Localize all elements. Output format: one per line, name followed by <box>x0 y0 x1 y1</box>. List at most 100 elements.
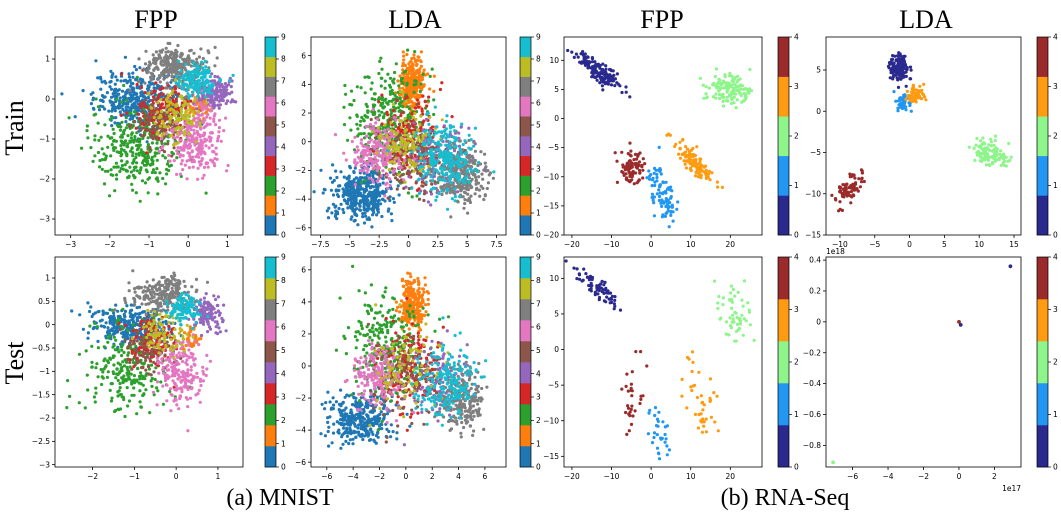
data-point <box>420 107 424 111</box>
data-point <box>372 205 377 209</box>
data-point <box>452 144 457 148</box>
data-point <box>370 81 374 85</box>
data-point <box>400 119 404 123</box>
data-point <box>204 95 208 99</box>
data-point <box>409 119 413 123</box>
data-point <box>172 159 176 163</box>
data-point <box>381 169 385 173</box>
data-point <box>483 152 487 156</box>
data-point <box>479 150 483 154</box>
data-point <box>188 72 192 76</box>
data-point <box>431 145 435 150</box>
data-point <box>383 154 387 158</box>
data-point <box>170 78 174 82</box>
data-point <box>131 82 135 86</box>
data-point <box>162 63 166 67</box>
data-point <box>197 133 201 137</box>
data-point <box>429 150 433 154</box>
data-point <box>462 169 466 173</box>
data-point <box>181 154 185 158</box>
data-point <box>213 80 217 84</box>
data-point <box>132 168 136 172</box>
data-point <box>428 157 432 162</box>
data-point <box>417 84 421 88</box>
data-point <box>414 117 418 121</box>
data-point <box>412 125 416 129</box>
data-point <box>386 102 390 106</box>
data-point <box>182 148 186 152</box>
data-point <box>374 160 378 164</box>
data-point <box>112 105 116 109</box>
data-point <box>471 156 475 160</box>
data-point <box>434 153 438 157</box>
data-point <box>583 63 588 67</box>
data-point <box>361 215 365 219</box>
data-point <box>348 116 352 120</box>
data-point <box>374 183 378 187</box>
data-point <box>186 56 190 60</box>
data-point <box>133 120 137 124</box>
data-point <box>368 186 373 190</box>
data-point <box>367 159 371 163</box>
data-point <box>143 156 148 160</box>
data-point <box>170 92 174 96</box>
y-tick-label: −4 <box>295 195 306 204</box>
data-point <box>399 178 404 182</box>
data-point <box>415 98 419 102</box>
data-point <box>592 69 596 73</box>
colorbar-segment <box>265 56 276 77</box>
data-point <box>154 107 158 111</box>
data-point <box>185 108 189 113</box>
data-point <box>715 86 719 90</box>
data-point <box>717 77 721 81</box>
data-point <box>414 125 418 129</box>
data-point <box>600 68 605 72</box>
data-point <box>476 163 480 167</box>
data-point <box>370 130 374 134</box>
data-point <box>433 168 437 172</box>
data-point <box>130 147 134 151</box>
data-point <box>350 139 354 144</box>
data-point <box>440 118 444 122</box>
data-point <box>156 67 160 71</box>
data-point <box>133 176 137 180</box>
data-point <box>454 169 458 173</box>
data-point <box>430 182 434 186</box>
data-point <box>214 146 218 150</box>
data-point <box>156 100 160 105</box>
data-point <box>412 56 416 60</box>
data-point <box>200 146 204 150</box>
data-point <box>161 48 165 52</box>
data-point <box>421 94 425 98</box>
data-point <box>206 80 210 84</box>
data-point <box>397 170 401 174</box>
data-point <box>203 73 207 77</box>
data-point <box>197 110 201 114</box>
data-point <box>410 195 414 199</box>
data-point <box>111 92 115 96</box>
data-point <box>133 165 137 170</box>
data-point <box>172 62 176 66</box>
data-point <box>179 138 183 142</box>
data-point <box>424 182 428 187</box>
colorbar-tick-label: 2 <box>281 187 286 196</box>
data-point <box>391 91 395 96</box>
data-point <box>414 130 418 134</box>
data-point <box>418 159 422 163</box>
data-point <box>342 151 346 155</box>
data-point <box>155 86 159 90</box>
colorbar-tick-label: 0 <box>281 231 286 240</box>
data-point <box>372 92 377 96</box>
data-point <box>447 155 451 159</box>
colorbar-segment <box>520 37 531 58</box>
data-point <box>165 86 169 90</box>
data-point <box>371 185 375 189</box>
data-point <box>615 81 619 85</box>
data-point <box>447 164 451 168</box>
data-point <box>373 111 377 115</box>
data-point <box>384 161 388 165</box>
data-point <box>388 76 393 80</box>
data-point <box>466 156 470 160</box>
data-point <box>109 95 114 99</box>
data-point <box>407 77 411 81</box>
